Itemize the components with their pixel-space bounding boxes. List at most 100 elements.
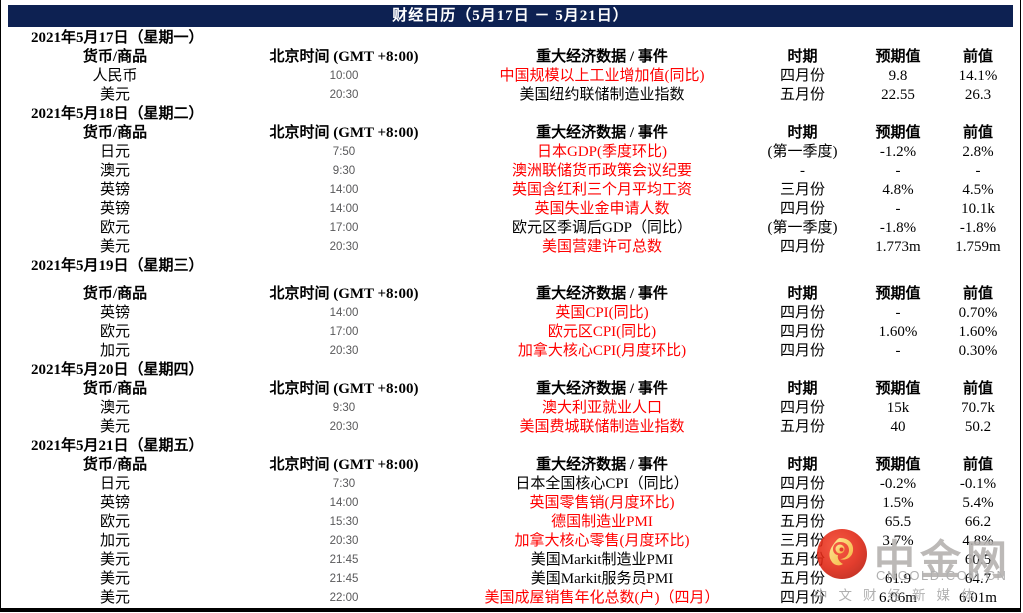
time-cell: 14:00	[329, 184, 359, 196]
time-cell: 14:00	[329, 497, 359, 509]
expected-cell: -1.2%	[879, 144, 917, 160]
event-row: 澳元 9:30 澳洲联储货币政策会议纪要 - - -	[1, 162, 1020, 181]
period-cell: 四月份	[779, 305, 825, 321]
column-header-row: 货币/商品 北京时间 (GMT +8:00) 重大经济数据 / 事件 时期 预期值 前值	[1, 456, 1020, 475]
previous-cell: 60.5	[964, 552, 992, 568]
currency-cell: 人民币	[92, 68, 138, 84]
page-title: 财经日历（5月17日 － 5月21日）	[392, 8, 629, 24]
currency-cell: 美元	[99, 571, 130, 587]
event-cell: 澳大利亚就业人口	[541, 400, 662, 416]
time-cell: 20:30	[329, 345, 359, 357]
time-cell: 15:30	[329, 516, 359, 528]
time-cell: 21:45	[329, 554, 359, 566]
header-period: 时期	[787, 381, 818, 397]
expected-cell: 9.8	[888, 68, 908, 84]
event-cell: 美国Markit制造业PMI	[530, 552, 674, 568]
previous-cell: -1.8%	[959, 220, 997, 236]
header-previous: 前值	[962, 49, 993, 65]
currency-cell: 欧元	[99, 220, 130, 236]
period-cell: 四月份	[779, 343, 825, 359]
previous-cell: 5.4%	[962, 495, 994, 511]
time-cell: 20:30	[329, 535, 359, 547]
event-cell: 德国制造业PMI	[551, 514, 653, 530]
currency-cell: 美元	[99, 419, 130, 435]
currency-cell: 加元	[99, 343, 130, 359]
currency-cell: 日元	[99, 476, 130, 492]
previous-cell: 64.7	[964, 571, 992, 587]
currency-cell: 澳元	[99, 400, 130, 416]
time-cell: 10:00	[329, 70, 359, 82]
day-section: 2021年5月21日（星期五） 货币/商品 北京时间 (GMT +8:00) 重大经济…	[1, 437, 1020, 608]
expected-cell: 3.7%	[882, 533, 914, 549]
header-expected: 预期值	[875, 457, 921, 473]
period-cell: 五月份	[779, 87, 825, 103]
currency-cell: 日元	[99, 144, 130, 160]
header-time: 北京时间 (GMT +8:00)	[269, 381, 419, 397]
period-cell: 四月份	[779, 495, 825, 511]
previous-cell: 4.5%	[962, 182, 994, 198]
period-cell: (第一季度)	[767, 220, 838, 236]
day-section: 2021年5月19日（星期三） 货币/商品 北京时间 (GMT +8:00) 重大经济…	[1, 257, 1020, 361]
period-cell: 四月份	[779, 324, 825, 340]
event-row: 欧元 17:00 欧元区季调后GDP（同比） (第一季度) -1.8% -1.8%	[1, 219, 1020, 238]
header-currency: 货币/商品	[82, 457, 148, 473]
time-cell: 20:30	[329, 421, 359, 433]
time-cell: 17:00	[329, 326, 359, 338]
event-cell: 英国CPI(同比)	[555, 305, 649, 321]
previous-cell: 1.60%	[958, 324, 998, 340]
expected-cell: 61.9	[884, 571, 912, 587]
currency-cell: 欧元	[99, 514, 130, 530]
day-section: 2021年5月20日（星期四） 货币/商品 北京时间 (GMT +8:00) 重大经济…	[1, 361, 1020, 437]
event-cell: 英国零售销(月度环比)	[529, 495, 675, 511]
previous-cell: 66.2	[964, 514, 992, 530]
expected-cell: -0.2%	[879, 476, 917, 492]
column-header-row: 货币/商品 北京时间 (GMT +8:00) 重大经济数据 / 事件 时期 预期值 前值	[1, 285, 1020, 304]
section-date: 2021年5月21日（星期五）	[31, 438, 204, 454]
event-cell: 英国含红利三个月平均工资	[511, 182, 692, 198]
header-event: 重大经济数据 / 事件	[536, 125, 668, 141]
header-expected: 预期值	[875, 49, 921, 65]
header-event: 重大经济数据 / 事件	[536, 286, 668, 302]
time-cell: 20:30	[329, 89, 359, 101]
period-cell: 四月份	[779, 239, 825, 255]
column-header-row: 货币/商品 北京时间 (GMT +8:00) 重大经济数据 / 事件 时期 预期值 前值	[1, 48, 1020, 67]
header-event: 重大经济数据 / 事件	[536, 49, 668, 65]
event-row: 英镑 14:00 英国失业金申请人数 四月份 - 10.1k	[1, 200, 1020, 219]
time-cell: 9:30	[332, 165, 356, 177]
expected-cell: 65.5	[884, 514, 912, 530]
header-previous: 前值	[962, 286, 993, 302]
time-cell: 7:30	[332, 478, 356, 490]
currency-cell: 美元	[99, 239, 130, 255]
period-cell: 五月份	[779, 419, 825, 435]
expected-cell: 1.773m	[875, 239, 921, 255]
header-currency: 货币/商品	[82, 286, 148, 302]
column-header-row: 货币/商品 北京时间 (GMT +8:00) 重大经济数据 / 事件 时期 预期值 前值	[1, 380, 1020, 399]
section-date: 2021年5月18日（星期二）	[31, 106, 204, 122]
previous-cell: 0.30%	[958, 343, 998, 359]
previous-cell: 50.2	[964, 419, 992, 435]
header-period: 时期	[787, 286, 818, 302]
event-row: 人民币 10:00 中国规模以上工业增加值(同比) 四月份 9.8 14.1%	[1, 67, 1020, 86]
previous-cell: 2.8%	[962, 144, 994, 160]
header-event: 重大经济数据 / 事件	[536, 457, 668, 473]
previous-cell: 1.759m	[955, 239, 1001, 255]
header-currency: 货币/商品	[82, 381, 148, 397]
header-previous: 前值	[962, 457, 993, 473]
calendar-table: 2021年5月17日（星期一） 货币/商品 北京时间 (GMT +8:00) 重大经济…	[1, 27, 1020, 608]
section-spacer	[1, 276, 1020, 285]
header-expected: 预期值	[875, 286, 921, 302]
header-period: 时期	[787, 125, 818, 141]
time-cell: 21:45	[329, 573, 359, 585]
period-cell: 五月份	[779, 571, 825, 587]
previous-cell: 0.70%	[958, 305, 998, 321]
period-cell: 四月份	[779, 476, 825, 492]
event-cell: 美国费城联储制造业指数	[519, 419, 685, 435]
header-previous: 前值	[962, 381, 993, 397]
currency-cell: 澳元	[99, 163, 130, 179]
period-cell: 四月份	[779, 400, 825, 416]
section-date: 2021年5月19日（星期三）	[31, 258, 204, 274]
period-cell: (第一季度)	[767, 144, 838, 160]
section-date: 2021年5月17日（星期一）	[31, 30, 204, 46]
section-date: 2021年5月20日（星期四）	[31, 362, 204, 378]
period-cell: 五月份	[779, 552, 825, 568]
